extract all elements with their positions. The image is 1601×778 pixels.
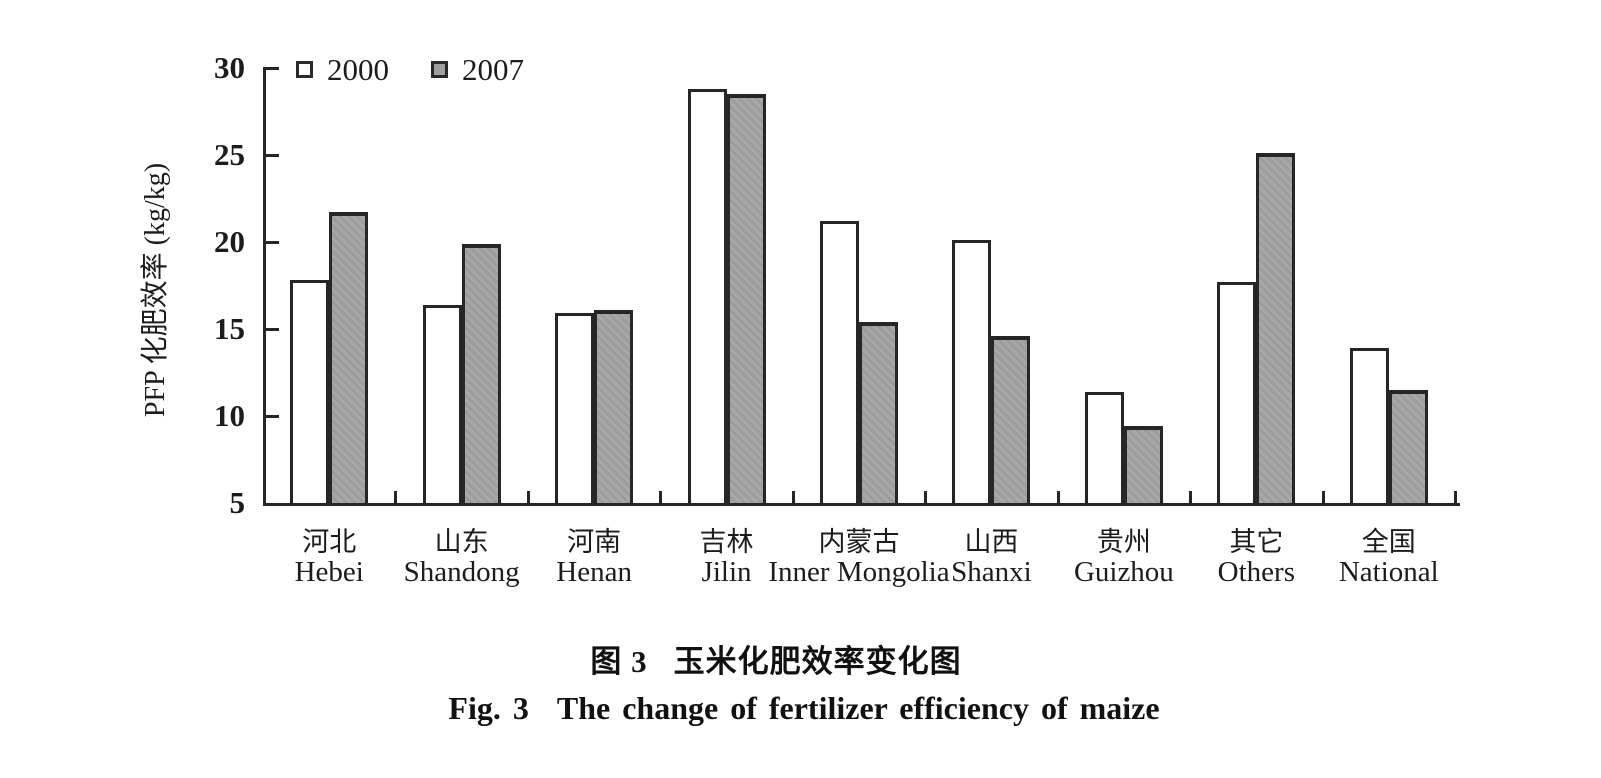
- y-axis: [263, 68, 266, 506]
- y-axis-label: PFP 化肥效率 (kg/kg): [140, 162, 171, 418]
- bar-2000-others: [1217, 282, 1256, 503]
- x-category-en-jilin: Jilin: [701, 556, 752, 588]
- x-category-en-inner-mongolia: Inner Mongolia: [768, 556, 950, 588]
- y-tick-20: [263, 241, 279, 244]
- y-tick-15: [263, 328, 279, 331]
- x-category-en-hebei: Hebei: [294, 556, 364, 588]
- caption-chinese: 图 3 玉米化肥效率变化图: [0, 636, 1552, 681]
- x-category-zh-inner-mongolia: 内蒙古: [818, 527, 900, 557]
- legend-label-2007: 2007: [462, 52, 524, 87]
- bar-2000-shandong: [423, 305, 462, 503]
- x-category-zh-jilin: 吉林: [699, 527, 754, 557]
- bar-2000-shanxi: [952, 240, 991, 503]
- x-tick-5: [924, 491, 928, 503]
- caption-chinese-text: 玉米化肥效率变化图: [673, 644, 962, 679]
- y-tick-label-5: 5: [229, 485, 246, 520]
- x-category-en-henan: Henan: [556, 556, 632, 588]
- y-tick-label-15: 15: [214, 311, 245, 346]
- legend-item-2000: 2000: [296, 52, 389, 87]
- y-tick-label-30: 30: [214, 50, 245, 85]
- x-category-zh-hebei: 河北: [302, 527, 357, 557]
- bar-2007-henan: [594, 310, 633, 503]
- x-tick-2: [526, 491, 530, 503]
- legend-label-2000: 2000: [327, 52, 389, 87]
- caption-english: Fig. 3 The change of fertilizer efficienc…: [0, 690, 1601, 727]
- x-category-en-others: Others: [1217, 556, 1295, 588]
- x-category-en-shanxi: Shanxi: [951, 556, 1032, 588]
- x-axis: [263, 503, 1460, 506]
- bar-2000-henan: [555, 313, 594, 503]
- bar-2007-national: [1389, 390, 1428, 503]
- y-tick-25: [263, 154, 279, 157]
- caption-english-text: The change of fertilizer efficiency of m…: [556, 690, 1160, 726]
- bar-2007-jilin: [727, 94, 766, 503]
- x-tick-7: [1189, 491, 1193, 503]
- bar-2000-hebei: [290, 280, 329, 503]
- x-tick-3: [659, 491, 663, 503]
- bar-2007-guizhou: [1124, 426, 1163, 503]
- bar-2007-inner-mongolia: [859, 322, 898, 503]
- x-category-en-guizhou: Guizhou: [1073, 556, 1174, 588]
- x-category-zh-henan: 河南: [567, 527, 622, 557]
- x-category-zh-guizhou: 贵州: [1096, 527, 1151, 557]
- bar-2007-shandong: [462, 244, 501, 503]
- x-category-zh-shandong: 山东: [434, 527, 489, 557]
- x-category-zh-shanxi: 山西: [964, 527, 1019, 557]
- bar-2000-inner-mongolia: [820, 221, 859, 503]
- x-tick-4: [791, 491, 795, 503]
- bar-2007-others: [1256, 153, 1295, 503]
- y-tick-30: [263, 67, 279, 70]
- legend-swatch-2007-icon: [431, 61, 448, 78]
- x-tick-9: [1454, 491, 1457, 503]
- x-tick-6: [1056, 491, 1060, 503]
- caption-chinese-number: 图 3: [590, 644, 648, 679]
- x-category-en-national: National: [1338, 556, 1439, 588]
- x-tick-8: [1321, 491, 1325, 503]
- y-tick-label-10: 10: [214, 398, 245, 433]
- x-tick-1: [394, 491, 398, 503]
- bar-2007-shanxi: [991, 336, 1030, 503]
- bar-2000-guizhou: [1085, 392, 1124, 503]
- bar-2007-hebei: [329, 212, 368, 503]
- y-tick-10: [263, 415, 279, 418]
- y-tick-label-20: 20: [214, 224, 245, 259]
- bar-2000-jilin: [688, 89, 727, 503]
- bar-2000-national: [1350, 348, 1389, 503]
- y-tick-label-25: 25: [214, 137, 245, 172]
- caption-english-number: Fig. 3: [448, 690, 529, 726]
- legend-item-2007: 2007: [431, 52, 524, 87]
- x-category-zh-others: 其它: [1229, 527, 1284, 557]
- x-category-en-shandong: Shandong: [403, 556, 520, 588]
- x-category-zh-national: 全国: [1361, 527, 1416, 557]
- legend-swatch-2000-icon: [296, 61, 313, 78]
- legend: 2000 2007: [296, 52, 524, 87]
